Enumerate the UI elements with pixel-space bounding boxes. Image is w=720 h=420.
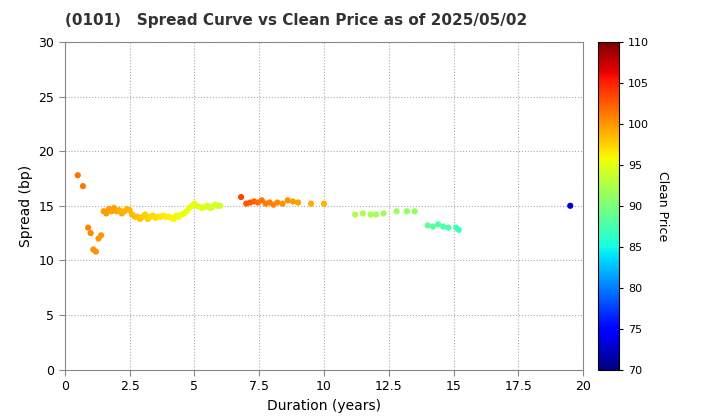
Point bbox=[268, 201, 279, 208]
Point bbox=[137, 213, 148, 220]
Point bbox=[305, 200, 317, 207]
Point bbox=[409, 208, 420, 215]
Point bbox=[264, 199, 275, 206]
Point bbox=[260, 200, 271, 207]
Point bbox=[292, 199, 304, 206]
Point bbox=[391, 208, 402, 215]
X-axis label: Duration (years): Duration (years) bbox=[267, 399, 381, 412]
Point bbox=[401, 208, 413, 215]
Point bbox=[90, 248, 102, 255]
Point bbox=[194, 204, 205, 210]
Point bbox=[173, 213, 184, 220]
Point bbox=[132, 213, 143, 220]
Point bbox=[72, 172, 84, 178]
Point bbox=[181, 208, 192, 215]
Point bbox=[287, 198, 299, 205]
Point bbox=[184, 205, 195, 211]
Point bbox=[153, 213, 164, 220]
Point bbox=[108, 205, 120, 211]
Point bbox=[166, 215, 177, 221]
Point bbox=[252, 199, 264, 206]
Point bbox=[215, 202, 226, 209]
Point bbox=[95, 232, 107, 239]
Point bbox=[176, 211, 187, 218]
Point bbox=[101, 210, 112, 217]
Point bbox=[256, 197, 268, 204]
Point bbox=[202, 202, 213, 209]
Point bbox=[106, 208, 117, 215]
Point bbox=[189, 200, 200, 207]
Point bbox=[443, 224, 454, 231]
Point bbox=[168, 215, 179, 222]
Point bbox=[197, 205, 208, 211]
Point bbox=[204, 205, 216, 211]
Point bbox=[451, 224, 462, 231]
Point bbox=[158, 212, 169, 219]
Point bbox=[365, 211, 377, 218]
Point bbox=[186, 202, 197, 209]
Point bbox=[370, 211, 382, 218]
Point bbox=[248, 198, 260, 205]
Point bbox=[114, 207, 125, 213]
Text: (0101)   Spread Curve vs Clean Price as of 2025/05/02: (0101) Spread Curve vs Clean Price as of… bbox=[65, 13, 527, 28]
Point bbox=[140, 211, 151, 218]
Point bbox=[147, 212, 158, 219]
Point bbox=[276, 200, 288, 207]
Point bbox=[432, 221, 444, 228]
Point bbox=[210, 201, 221, 208]
Point bbox=[422, 222, 433, 229]
Point bbox=[85, 230, 96, 236]
Point bbox=[199, 204, 210, 210]
Point bbox=[116, 210, 127, 217]
Point bbox=[77, 183, 89, 189]
Point bbox=[121, 206, 132, 213]
Point bbox=[88, 246, 99, 253]
Point bbox=[103, 206, 114, 213]
Point bbox=[98, 208, 109, 215]
Point bbox=[282, 197, 294, 204]
Point bbox=[163, 213, 174, 220]
Point bbox=[271, 199, 283, 206]
Point bbox=[564, 202, 576, 209]
Point bbox=[349, 211, 361, 218]
Point bbox=[150, 215, 161, 221]
Point bbox=[93, 235, 104, 242]
Point bbox=[318, 200, 330, 207]
Point bbox=[453, 226, 464, 233]
Point bbox=[207, 204, 218, 210]
Point bbox=[438, 223, 449, 230]
Point bbox=[378, 210, 390, 217]
Point bbox=[119, 208, 130, 215]
Point bbox=[134, 215, 145, 222]
Point bbox=[111, 208, 122, 215]
Point bbox=[244, 199, 256, 206]
Point bbox=[82, 224, 94, 231]
Point bbox=[160, 213, 171, 220]
Point bbox=[357, 210, 369, 217]
Point bbox=[179, 210, 190, 217]
Point bbox=[171, 212, 182, 219]
Point bbox=[145, 213, 156, 220]
Point bbox=[235, 194, 247, 200]
Y-axis label: Clean Price: Clean Price bbox=[656, 171, 669, 241]
Point bbox=[192, 202, 203, 209]
Point bbox=[124, 207, 135, 213]
Point bbox=[240, 200, 252, 207]
Point bbox=[427, 223, 438, 230]
Point bbox=[212, 202, 223, 209]
Y-axis label: Spread (bp): Spread (bp) bbox=[19, 165, 33, 247]
Point bbox=[142, 215, 153, 222]
Point bbox=[127, 211, 138, 218]
Point bbox=[155, 213, 166, 220]
Point bbox=[129, 213, 140, 220]
